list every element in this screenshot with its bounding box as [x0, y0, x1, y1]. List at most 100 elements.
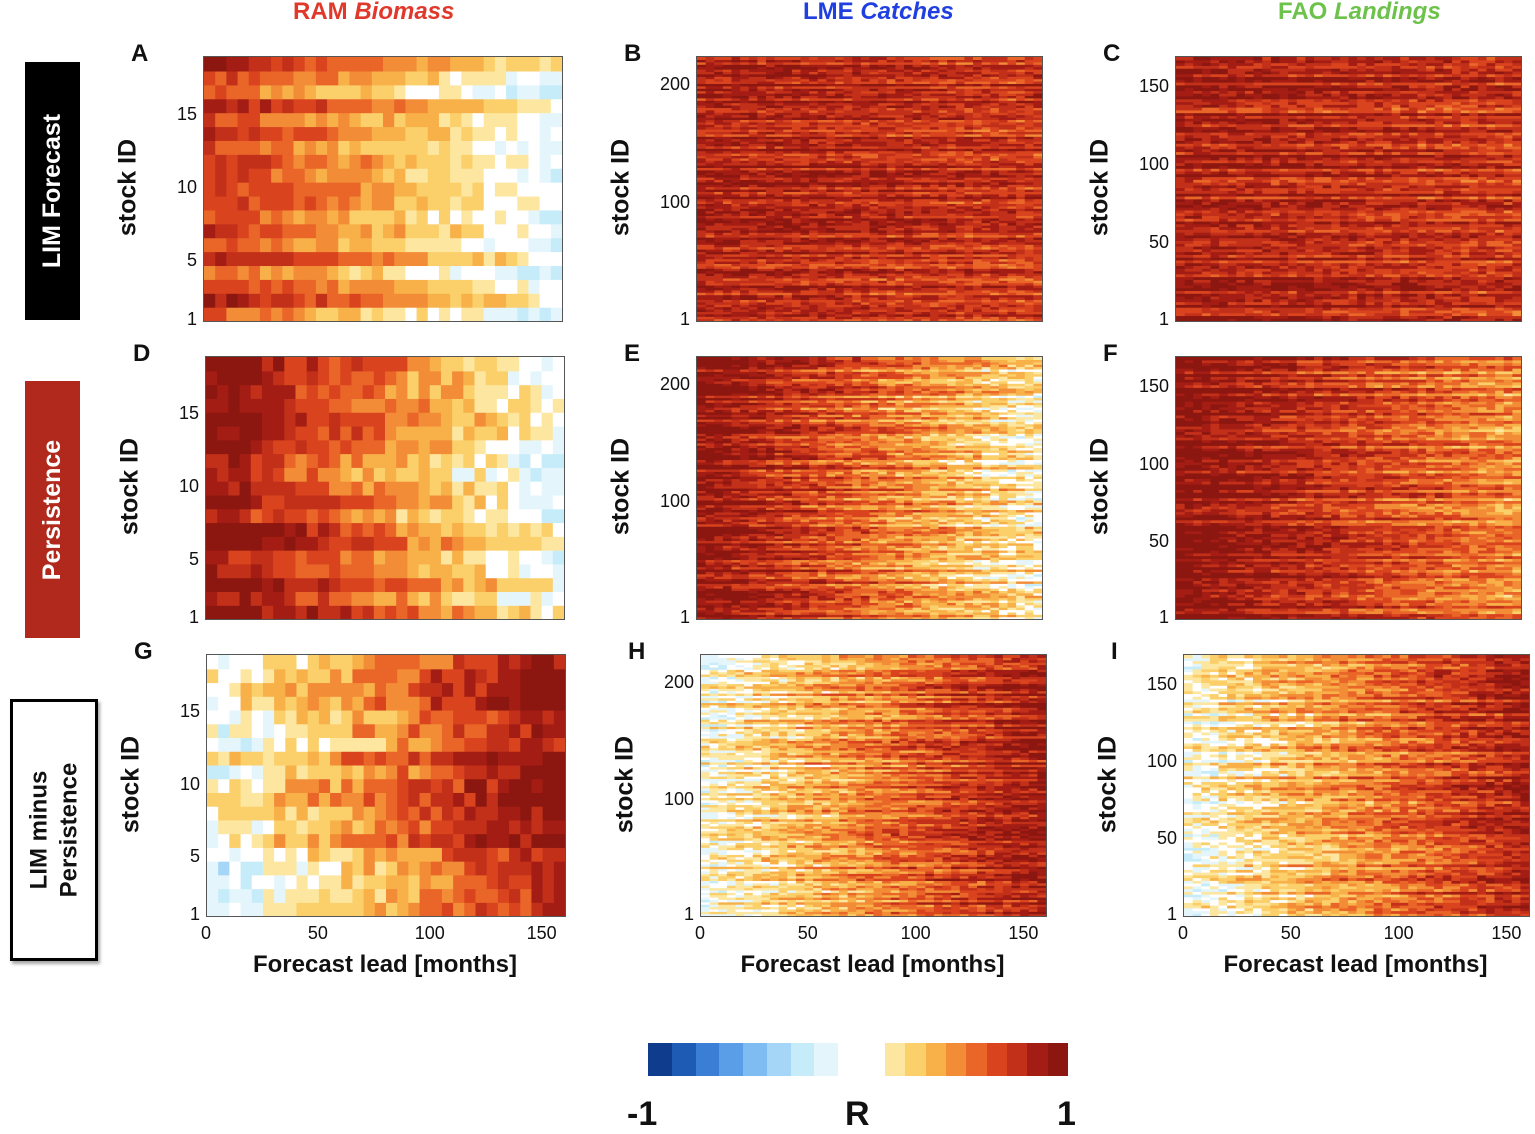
- heatmap-cell: [472, 209, 485, 225]
- heatmap-cell: [1016, 316, 1026, 320]
- heatmap-cell: [748, 148, 758, 152]
- heatmap-cell: [869, 275, 879, 279]
- heatmap-cell: [886, 222, 896, 226]
- heatmap-cell: [817, 205, 827, 209]
- heatmap-cell: [405, 168, 418, 183]
- heatmap-cell: [1033, 105, 1042, 108]
- heatmap-cell: [860, 129, 871, 132]
- heatmap-cell: [835, 297, 845, 300]
- heatmap-cell: [1007, 172, 1017, 176]
- heatmap-cell: [886, 186, 896, 190]
- heatmap-cell: [1033, 157, 1042, 161]
- heatmap-cell: [990, 256, 1000, 260]
- heatmap-cell: [748, 162, 758, 166]
- heatmap-cell: [705, 177, 715, 180]
- heatmap-cell: [809, 280, 819, 284]
- heatmap-cell: [895, 186, 905, 190]
- heatmap-cell: [215, 154, 227, 169]
- heatmap-cell: [929, 282, 940, 286]
- heatmap-cell: [215, 168, 227, 183]
- heatmap-cell: [835, 136, 845, 140]
- heatmap-cell: [740, 160, 750, 164]
- heatmap-cell: [852, 121, 862, 125]
- heatmap-cell: [973, 64, 983, 68]
- heatmap-cell: [774, 191, 784, 195]
- heatmap-cell: [757, 64, 767, 68]
- heatmap-cell: [427, 209, 440, 225]
- heatmap-cell: [1033, 129, 1042, 132]
- heatmap-cell: [809, 316, 819, 320]
- heatmap-cell: [204, 182, 216, 197]
- heatmap-cell: [506, 57, 518, 72]
- heatmap-cell: [955, 145, 965, 149]
- heatmap-cell: [904, 244, 914, 248]
- heatmap-cell: [740, 105, 750, 108]
- heatmap-cell: [843, 114, 853, 118]
- heatmap-cell: [843, 299, 853, 303]
- heatmap-cell: [517, 154, 530, 169]
- heatmap-cell: [757, 114, 767, 118]
- heatmap-cell: [929, 246, 940, 250]
- heatmap-cell: [757, 184, 767, 188]
- heatmap-cell: [1024, 239, 1034, 243]
- heatmap-cell: [843, 232, 853, 236]
- heatmap-cell: [1024, 109, 1034, 113]
- heatmap-cell: [1024, 145, 1034, 149]
- heatmap-cell: [886, 249, 896, 252]
- heatmap-cell: [360, 307, 373, 321]
- heatmap-cell: [964, 179, 974, 183]
- heatmap-cell: [1033, 143, 1042, 147]
- heatmap-cell: [973, 261, 983, 264]
- heatmap-cell: [852, 201, 862, 204]
- heatmap-cell: [817, 201, 827, 204]
- heatmap-cell: [904, 117, 914, 120]
- heatmap-cell: [886, 81, 896, 84]
- heatmap-cell: [800, 145, 810, 149]
- heatmap-cell: [912, 145, 922, 149]
- heatmap-cell: [955, 275, 965, 279]
- heatmap-cell: [248, 126, 261, 141]
- heatmap-cell: [349, 293, 362, 308]
- heatmap-cell: [843, 289, 853, 293]
- heatmap-cell: [981, 59, 991, 63]
- heatmap-cell: [438, 209, 451, 225]
- heatmap-cell: [964, 261, 974, 264]
- heatmap-cell: [817, 294, 827, 298]
- heatmap-cell: [955, 193, 965, 197]
- heatmap-cell: [1033, 193, 1042, 197]
- heatmap-cell: [955, 126, 965, 130]
- heatmap-cell: [921, 150, 931, 154]
- heatmap-cell: [904, 263, 914, 267]
- heatmap-cell: [998, 186, 1009, 190]
- heatmap-cell: [817, 309, 827, 312]
- heatmap-cell: [271, 279, 283, 294]
- heatmap-cell: [878, 268, 888, 272]
- heatmap-cell: [740, 71, 750, 75]
- heatmap-cell: [748, 97, 758, 101]
- heatmap-cell: [757, 203, 767, 207]
- heatmap-cell: [886, 150, 896, 154]
- heatmap-cell: [472, 84, 485, 100]
- heatmap-cell: [981, 208, 991, 212]
- heatmap-cell: [964, 177, 974, 180]
- heatmap-cell: [714, 129, 724, 132]
- heatmap-cell: [766, 225, 776, 228]
- heatmap-cell: [1024, 289, 1034, 293]
- heatmap-cell: [722, 189, 733, 192]
- heatmap-cell: [878, 61, 888, 65]
- heatmap-cell: [1033, 198, 1042, 202]
- heatmap-cell: [947, 119, 957, 123]
- heatmap-cell: [973, 169, 983, 173]
- heatmap-cell: [886, 162, 896, 166]
- heatmap-cell: [955, 73, 965, 77]
- heatmap-cell: [826, 141, 836, 144]
- heatmap-cell: [860, 136, 871, 140]
- heatmap-cell: [835, 177, 845, 180]
- heatmap-cell: [722, 215, 733, 219]
- heatmap-cell: [955, 210, 965, 214]
- heatmap-cell: [705, 186, 715, 190]
- heatmap-cell: [705, 143, 715, 147]
- heatmap-cell: [722, 102, 733, 106]
- heatmap-cell: [835, 169, 845, 173]
- heatmap-cell: [237, 195, 250, 211]
